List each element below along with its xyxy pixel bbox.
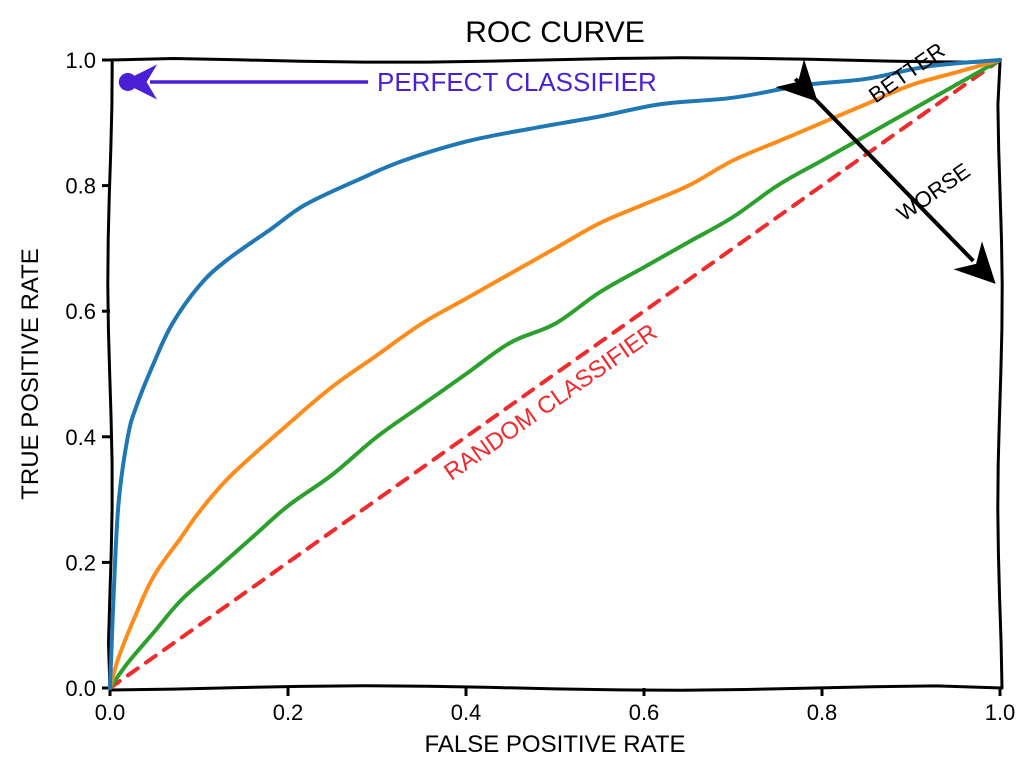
y-tick-label: 0.6 bbox=[65, 299, 96, 324]
x-tick-label: 0.2 bbox=[273, 700, 304, 725]
roc-svg: 0.0 0.2 0.4 0.6 0.8 1.0 0.0 0.2 0.4 0.6 0.8 1.0 FALS… bbox=[0, 0, 1017, 765]
y-axis-label: TRUE POSITIVE RATE bbox=[17, 248, 44, 500]
roc-chart: 0.0 0.2 0.4 0.6 0.8 1.0 0.0 0.2 0.4 0.6 0.8 1.0 FALS… bbox=[0, 0, 1017, 765]
x-tick-label: 1.0 bbox=[985, 700, 1016, 725]
y-tick-label: 0.2 bbox=[65, 550, 96, 575]
perfect-classifier-point bbox=[119, 73, 137, 91]
x-tick-label: 0.8 bbox=[807, 700, 838, 725]
y-tick-label: 1.0 bbox=[65, 48, 96, 73]
y-tick-label: 0.8 bbox=[65, 174, 96, 199]
x-axis-label: FALSE POSITIVE RATE bbox=[425, 731, 686, 758]
perfect-classifier-label: PERFECT CLASSIFIER bbox=[377, 67, 657, 97]
x-tick-label: 0.0 bbox=[95, 700, 126, 725]
x-tick-label: 0.4 bbox=[451, 700, 482, 725]
y-tick-label: 0.4 bbox=[65, 425, 96, 450]
chart-title: ROC CURVE bbox=[465, 16, 644, 49]
y-tick-label: 0.0 bbox=[65, 676, 96, 701]
x-tick-label: 0.6 bbox=[629, 700, 660, 725]
